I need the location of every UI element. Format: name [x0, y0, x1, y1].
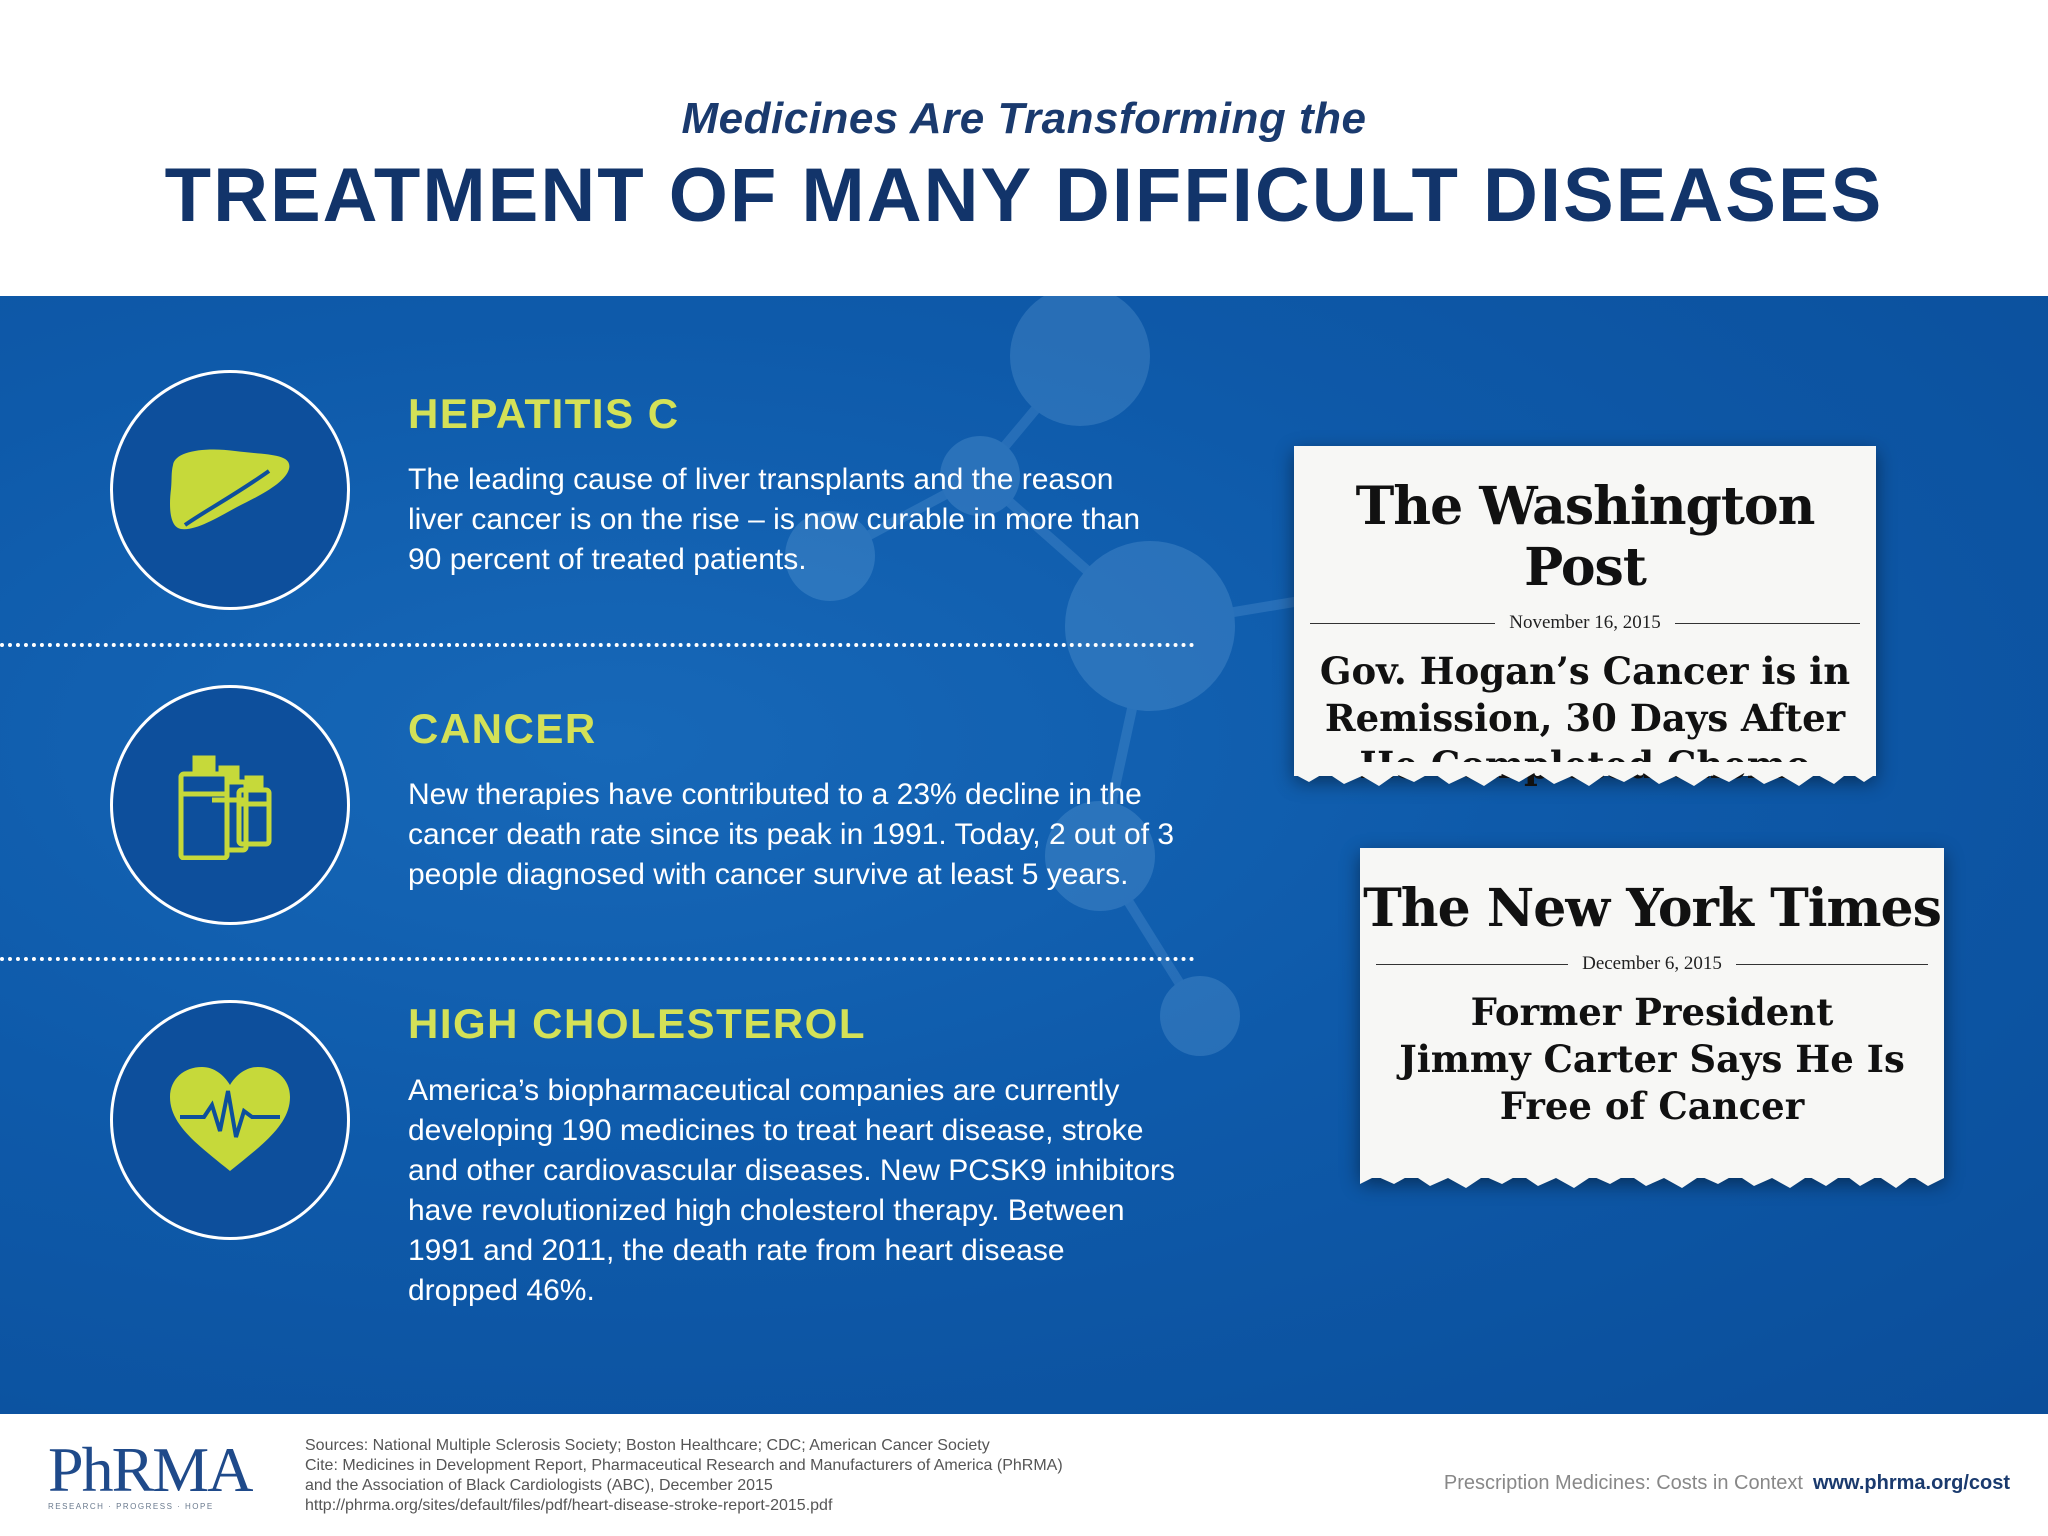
- context-url-link[interactable]: www.phrma.org/cost: [1812, 1472, 2010, 1494]
- cancer-title: CANCER: [408, 705, 597, 752]
- header: Medicines Are Transforming the TREATMENT…: [0, 0, 2048, 296]
- section-divider: [0, 643, 1195, 647]
- hepatitis-icon-circle: [110, 370, 350, 610]
- high-cholesterol-line: 1991 and 2011, the death rate from heart…: [408, 1234, 1065, 1267]
- high-cholesterol-line: have revolutionized high cholesterol the…: [408, 1194, 1125, 1227]
- section-divider: [0, 957, 1195, 961]
- cancer-icon-circle: [110, 685, 350, 925]
- headline-line: Jimmy Carter Says He Is: [1399, 1037, 1905, 1081]
- torn-edge: [1360, 1164, 1944, 1188]
- headline-line: Free of Cancer: [1499, 1084, 1805, 1128]
- hepatitis-c-line: 90 percent of treated patients.: [408, 543, 807, 576]
- page-title: TREATMENT OF MANY DIFFICULT DISEASES: [164, 153, 1884, 238]
- header-subtitle: Medicines Are Transforming the: [681, 94, 1367, 143]
- hepatitis-c-line: The leading cause of liver transplants a…: [408, 463, 1114, 496]
- high-cholesterol-line: and other cardiovascular diseases. New P…: [408, 1154, 1176, 1187]
- new-york-times-headline: Former President Jimmy Carter Says He Is…: [1360, 989, 1944, 1130]
- medicine-bottles-icon: [178, 755, 272, 860]
- new-york-times-masthead: The New York Times: [1363, 878, 1942, 939]
- source-url[interactable]: http://phrma.org/sites/default/files/pdf…: [305, 1497, 833, 1514]
- headline-line: Former President: [1470, 990, 1834, 1034]
- logo-tagline: RESEARCH · PROGRESS · HOPE: [48, 1502, 214, 1511]
- high-cholesterol-line: developing 190 medicines to treat heart …: [408, 1114, 1144, 1147]
- hepatitis-c-line: liver cancer is on the rise – is now cur…: [408, 503, 1141, 536]
- washington-post-date: November 16, 2015: [1509, 612, 1661, 633]
- sources-line: Sources: National Multiple Sclerosis Soc…: [305, 1437, 990, 1454]
- high-cholesterol-description: America’s biopharmaceutical companies ar…: [408, 1071, 1208, 1311]
- washington-post-masthead: The Washington Post: [1355, 476, 1816, 598]
- context-label: Prescription Medicines: Costs in Context: [1443, 1472, 1803, 1494]
- headline-line: Gov. Hogan’s Cancer is in: [1319, 649, 1851, 693]
- cancer-line: people diagnosed with cancer survive at …: [408, 858, 1129, 891]
- cite-line: Cite: Medicines in Development Report, P…: [305, 1457, 1063, 1474]
- high-cholesterol-line: dropped 46%.: [408, 1274, 595, 1307]
- headline-line: Remission, 30 Days After: [1324, 696, 1846, 740]
- cholesterol-icon-circle: [110, 1000, 350, 1240]
- new-york-times-date: December 6, 2015: [1582, 953, 1722, 974]
- cancer-line: New therapies have contributed to a 23% …: [408, 778, 1142, 811]
- liver-icon: [170, 449, 290, 530]
- washington-post-clipping: The Washington Post November 16, 2015 Go…: [1294, 446, 1876, 787]
- new-york-times-clipping: The New York Times December 6, 2015 Form…: [1360, 848, 1944, 1188]
- cancer-line: cancer death rate since its peak in 1991…: [408, 818, 1175, 851]
- phrma-logo: PhRMA RESEARCH · PROGRESS · HOPE: [48, 1434, 253, 1512]
- torn-edge: [1294, 762, 1876, 786]
- washington-post-dateline: November 16, 2015: [1310, 612, 1861, 634]
- costs-in-context: Prescription Medicines: Costs in Context…: [1444, 1472, 2010, 1495]
- logo-wordmark: PhRMA: [48, 1434, 253, 1505]
- footer: [0, 1414, 2048, 1536]
- washington-post-headline: Gov. Hogan’s Cancer is in Remission, 30 …: [1294, 648, 1876, 789]
- sources-block: Sources: National Multiple Sclerosis Soc…: [305, 1436, 1063, 1516]
- heart-pulse-icon: [170, 1067, 290, 1171]
- high-cholesterol-title: HIGH CHOLESTEROL: [408, 1000, 867, 1047]
- hepatitis-c-title: HEPATITIS C: [408, 390, 680, 437]
- high-cholesterol-line: America’s biopharmaceutical companies ar…: [408, 1074, 1120, 1107]
- cancer-description: New therapies have contributed to a 23% …: [408, 775, 1208, 895]
- new-york-times-dateline: December 6, 2015: [1376, 953, 1928, 975]
- cite-line: and the Association of Black Cardiologis…: [305, 1477, 773, 1494]
- hepatitis-c-description: The leading cause of liver transplants a…: [408, 460, 1208, 580]
